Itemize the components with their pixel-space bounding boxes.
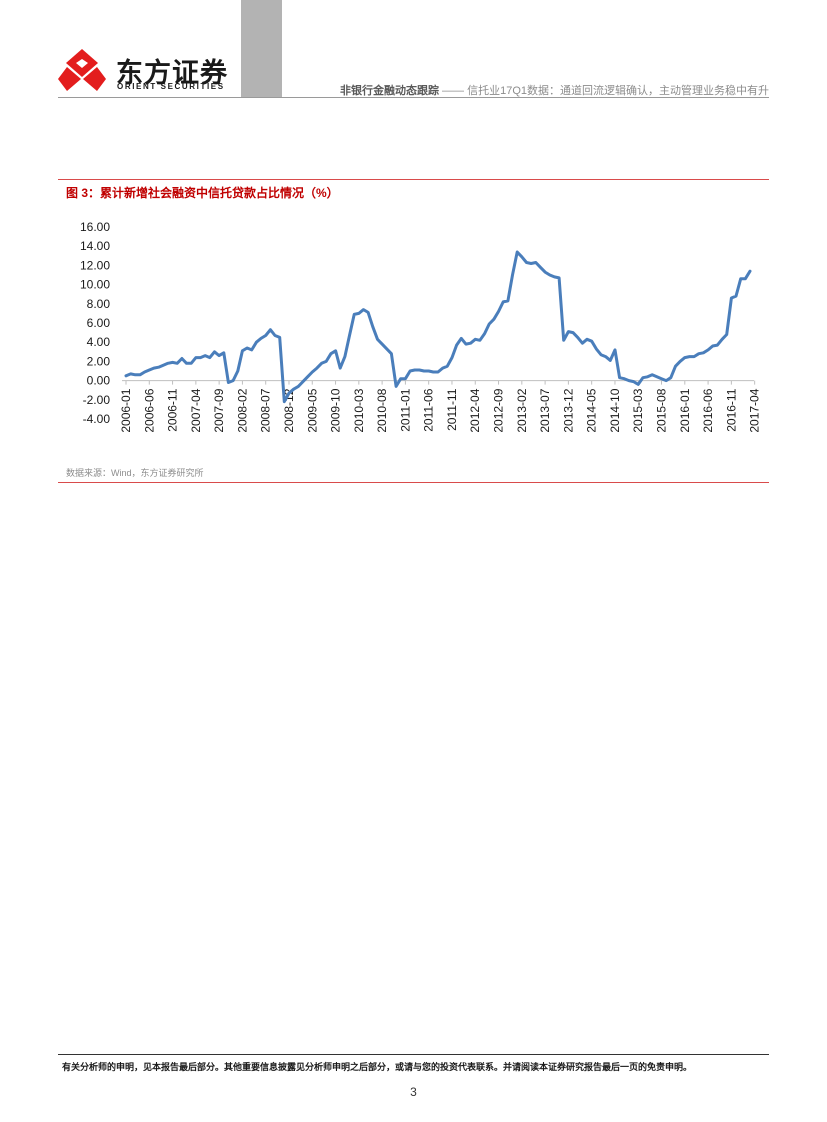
x-tick-label: 2011-06 [422,388,436,431]
footer-divider [58,1054,769,1055]
y-tick-label: -4.00 [83,412,111,426]
x-tick-label: 2008-02 [235,388,249,432]
report-type: 非银行金融动态跟踪 [339,85,439,97]
brand-name-en: ORIENT SECURITIES [117,82,225,91]
x-tick-label: 2016-11 [724,388,738,431]
x-tick-label: 2015-03 [631,388,645,432]
figure-bottom-rule [58,482,769,483]
y-tick-label: 12.00 [80,258,110,272]
y-tick-label: 14.00 [80,239,110,253]
x-tick-label: 2011-01 [398,388,412,431]
x-tick-label: 2006-11 [166,388,180,431]
line-chart: 16.00 14.00 12.00 10.00 8.00 6.00 4.00 2.00 0.00… [80,220,762,433]
brand-name-cn: 东方证券 [116,58,228,88]
page-number: 3 [410,1085,417,1099]
figure-top-rule [58,179,769,180]
series-line [124,250,752,404]
orient-logo-icon [58,49,106,91]
y-tick-label: 16.00 [80,220,110,234]
x-tick-label: 2015-08 [655,388,669,432]
header-divider [58,97,769,98]
x-tick-label: 2009-10 [329,388,343,432]
x-tick-label: 2013-07 [538,388,552,432]
figure-source: 数据来源：Wind，东方证券研究所 [66,468,204,478]
x-tick-label: 2012-09 [492,388,506,432]
x-tick-label: 2017-04 [748,388,762,432]
report-title: 信托业17Q1数据：通道回流逻辑确认，主动管理业务稳中有升 [467,85,769,97]
y-tick-label: 2.00 [87,354,111,368]
x-tick-label: 2006-01 [119,388,133,432]
y-tick-label: 8.00 [87,297,111,311]
figure-title: 图 3：累计新增社会融资中信托贷款占比情况（%） [66,186,339,200]
x-tick-label: 2011-11 [445,388,459,431]
x-tick-label: 2016-01 [678,388,692,432]
header-gray-tab [241,0,282,97]
x-tick-label: 2007-04 [189,388,203,432]
y-tick-label: 0.00 [87,374,111,388]
x-axis-labels: 2006-01 2006-06 2006-11 2007-04 2007-09 2008-… [119,380,762,433]
x-tick-label: 2016-06 [701,388,715,432]
y-tick-label: -2.00 [83,393,111,407]
x-tick-label: 2013-12 [561,388,575,432]
report-header: 非银行金融动态跟踪 —— 信托业17Q1数据：通道回流逻辑确认，主动管理业务稳中… [340,82,769,98]
x-tick-label: 2014-10 [608,388,622,432]
footer-disclaimer: 有关分析师的申明，见本报告最后部分。其他重要信息披露见分析师申明之后部分，或请与… [62,1062,693,1072]
y-tick-label: 10.00 [80,278,110,292]
x-tick-label: 2007-09 [212,388,226,432]
x-tick-label: 2012-04 [468,388,482,432]
x-tick-label: 2008-07 [259,388,273,432]
header-separator: —— [442,85,465,97]
y-axis-labels: 16.00 14.00 12.00 10.00 8.00 6.00 4.00 2.00 0.00… [80,220,110,426]
x-tick-label: 2010-08 [375,388,389,432]
x-tick-label: 2013-02 [515,388,529,432]
x-tick-label: 2009-05 [305,388,319,432]
x-tick-label: 2006-06 [142,388,156,432]
x-tick-label: 2014-05 [585,388,599,432]
y-tick-label: 4.00 [87,335,111,349]
y-tick-label: 6.00 [87,316,111,330]
x-tick-label: 2010-03 [352,388,366,432]
